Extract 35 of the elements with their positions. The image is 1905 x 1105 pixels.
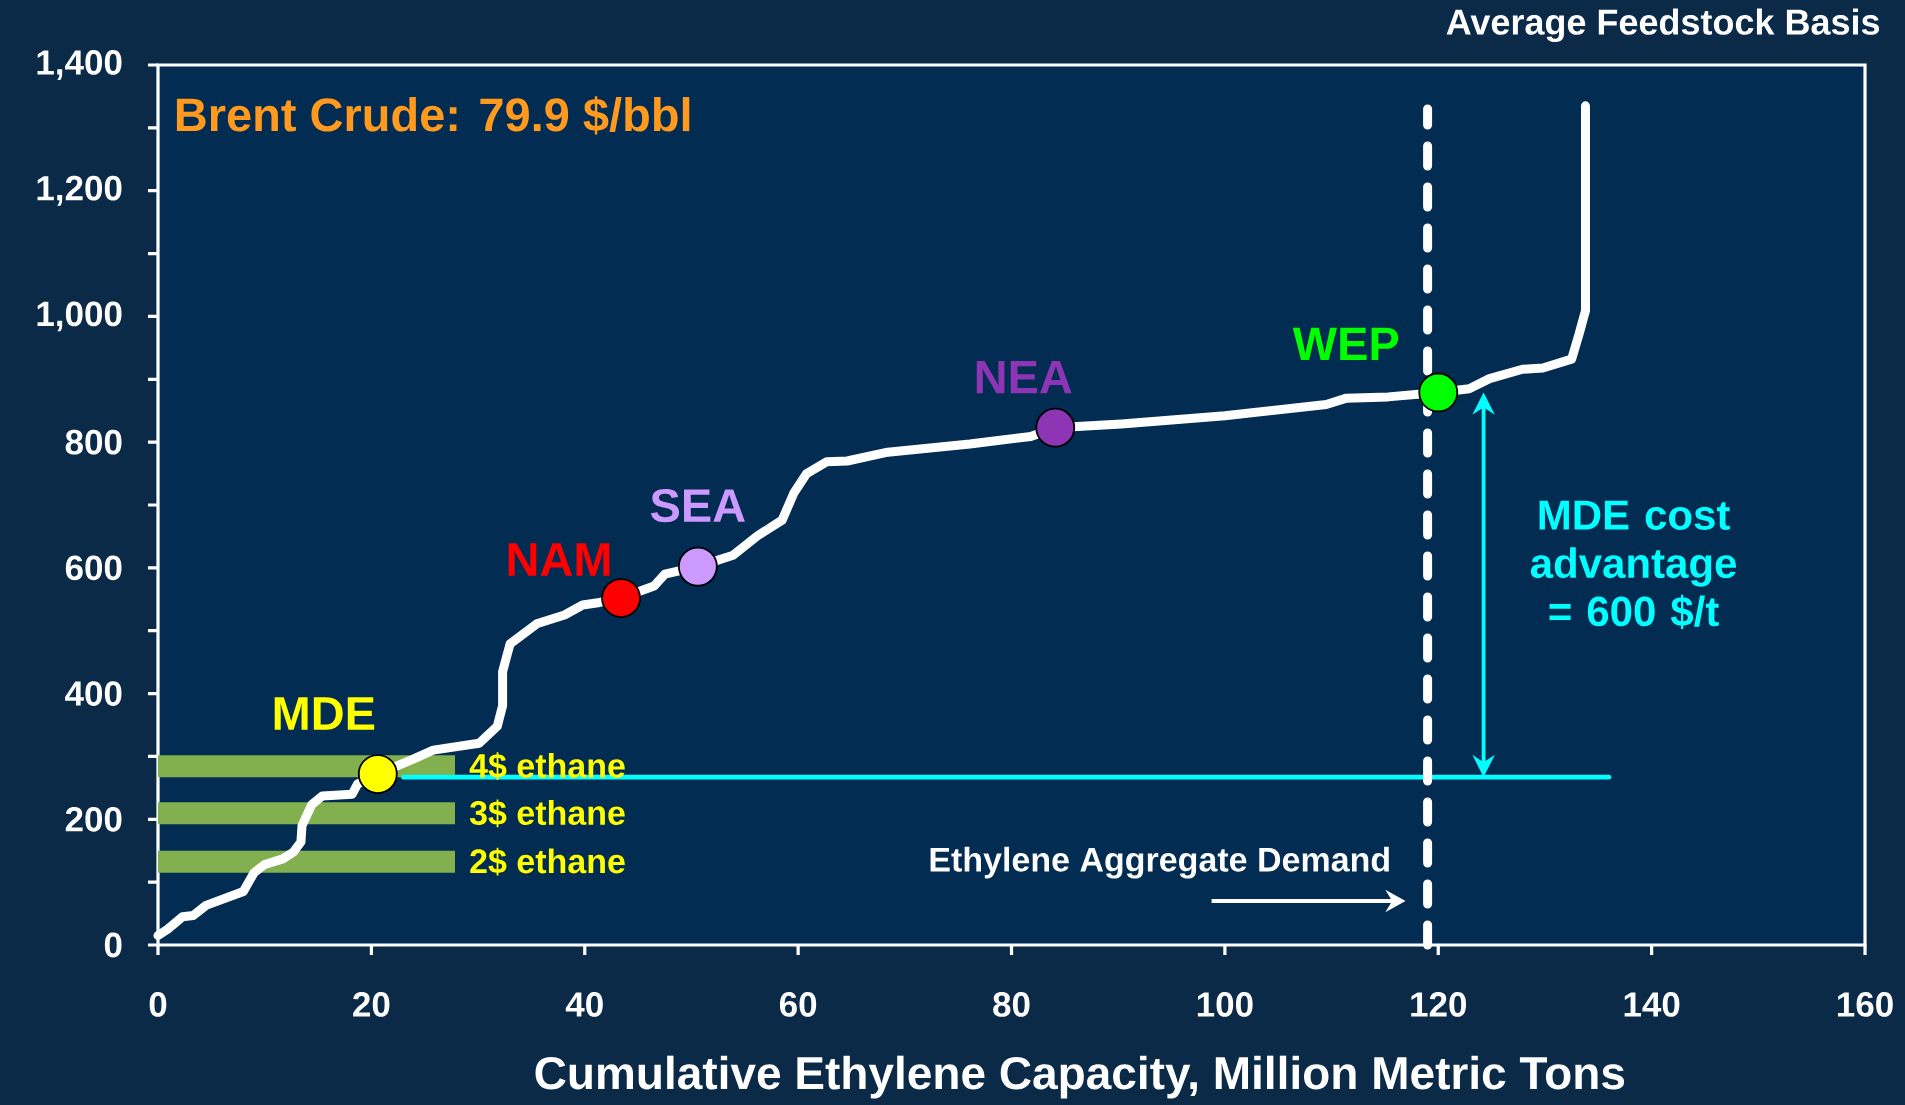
x-axis-title: Cumulative Ethylene Capacity, Million Metric Tons [535,1055,1625,1099]
annotation: Brent Crude: 79.9 $/bbl [176,96,690,135]
point [1035,407,1076,448]
point [601,578,641,618]
band-label: 2$ ethane [470,847,625,876]
y-tick-label: 1,000 [37,301,122,332]
x-tick-label: 80 [993,992,1030,1017]
x-tick-label: 100 [1197,992,1253,1017]
x-tick-label: 40 [565,992,603,1017]
series-label: MDE [274,697,375,730]
y-tick-label: 1,400 [37,50,122,80]
y-tick-label: 400 [65,681,122,706]
point [677,546,718,587]
point [1418,372,1459,413]
ref-line-label: Ethylene Aggregate Demand [930,846,1389,879]
x-tick-label: 0 [149,992,167,1017]
series-label: SEA [650,488,745,523]
annotation: MDE cost advantage = 600 $/t [1530,500,1737,630]
x-tick-label: 20 [353,992,390,1017]
y-tick-label: 200 [65,806,122,832]
series-label: WEP [1292,327,1399,361]
chart-subtitle: Average Feedstock Basis [1446,8,1880,43]
y-tick-label: 0 [104,932,122,958]
y-tick-label: 1,200 [37,175,122,206]
series-label: NEA [976,360,1072,394]
y-tick-label: 800 [65,429,122,455]
y-tick-label: 600 [65,555,122,581]
x-tick-label: 60 [779,992,817,1017]
band-label: 4$ ethane [469,752,625,781]
point [357,754,398,794]
x-tick-label: 160 [1838,992,1893,1017]
x-tick-label: 120 [1411,992,1467,1017]
band-label: 3$ ethane [469,799,625,828]
series-label: NAM [508,543,610,576]
x-tick-label: 140 [1624,992,1680,1017]
